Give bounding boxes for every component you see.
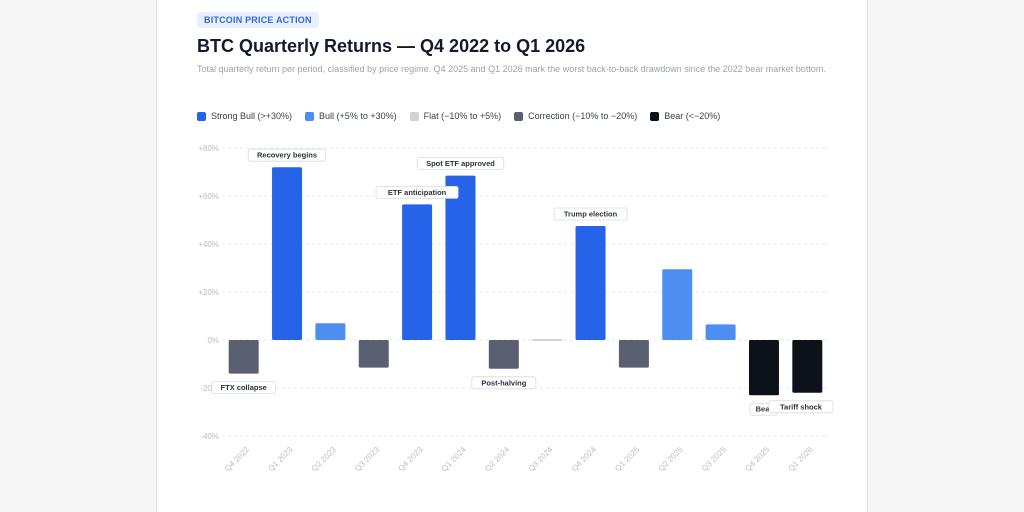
y-tick-label: +60% [198, 192, 219, 201]
x-tick-label: Q1 2024 [440, 445, 468, 473]
bar-q2-2025 [662, 269, 693, 340]
y-tick-label: +80% [198, 144, 219, 153]
annotation-box [471, 376, 537, 390]
annotation-label: Post-halving [481, 378, 526, 387]
annotation-label: Recovery begins [257, 151, 317, 160]
annotation-box [247, 148, 327, 162]
legend-swatch-flat [409, 111, 419, 121]
bar-q4-2023 [402, 204, 433, 340]
chart-legend: Strong Bull (>+30%) Bull (+5% to +30%) F… [197, 111, 720, 121]
legend-item-correction: Correction (−10% to −20%) [514, 111, 637, 121]
legend-swatch-bull [305, 111, 315, 121]
legend-swatch-strong-bull [197, 111, 206, 121]
bar-q4-2022 [228, 340, 259, 374]
annotation-label: ETF anticipation [388, 188, 447, 197]
bar-chart: +80% +60% +40% +20% 0% -20% -40% Q4 2022 Q1 2023… [198, 144, 834, 473]
x-tick-label: Q1 2025 [613, 445, 641, 473]
annotation-box [768, 400, 834, 414]
legend-item-bull: Bull (+5% to +30%) [305, 111, 397, 121]
y-tick-label: +20% [198, 288, 219, 297]
legend-swatch-correction [514, 111, 524, 121]
annotation-box [416, 157, 505, 171]
x-tick-label: Q2 2025 [657, 445, 685, 473]
x-tick-label: Q1 2026 [787, 445, 815, 473]
annotation-label: Tariff shock [780, 402, 823, 411]
legend-item-strong-bull: Strong Bull (>+30%) [197, 111, 292, 121]
legend-label: Bear (<−20%) [664, 111, 721, 121]
legend-label: Bull (+5% to +30%) [319, 111, 397, 121]
bar-q2-2024 [488, 340, 519, 369]
x-tick-label: Q3 2025 [700, 445, 728, 473]
bar-q4-2025 [748, 340, 779, 396]
x-tick-label: Q4 2025 [743, 445, 771, 473]
x-tick-label: Q3 2023 [353, 445, 381, 473]
y-tick-label: +40% [198, 240, 219, 249]
x-tick-label: Q4 2024 [570, 445, 598, 473]
legend-swatch-bear [650, 111, 660, 121]
x-tick-label: Q4 2022 [223, 445, 251, 473]
bar-q1-2023 [272, 167, 303, 340]
legend-label: Flat (−10% to +5%) [423, 111, 502, 121]
annotation-label: Trump election [564, 210, 618, 219]
bar-q1-2026 [792, 340, 823, 393]
legend-item-flat: Flat (−10% to +5%) [409, 111, 502, 121]
annotation-label: FTX collapse [221, 383, 267, 392]
y-tick-label: -40% [200, 432, 219, 441]
legend-item-bear: Bear (<−20%) [650, 111, 720, 121]
legend-label: Strong Bull (>+30%) [211, 111, 293, 121]
x-tick-label: Q2 2024 [483, 445, 511, 473]
chart-subtitle: Total quarterly return per period, class… [197, 64, 826, 74]
bar-q1-2024 [445, 175, 476, 340]
bar-q3-2023 [358, 340, 389, 368]
x-tick-label: Q4 2023 [396, 445, 424, 473]
annotation-label: Spot ETF approved [426, 159, 495, 168]
legend-label: Correction (−10% to −20%) [528, 111, 638, 121]
bar-q3-2025 [705, 324, 736, 340]
annotation-box [553, 207, 628, 221]
bar-q1-2025 [618, 340, 649, 368]
x-tick-label: Q3 2024 [527, 445, 555, 473]
y-tick-label: 0% [207, 336, 219, 345]
bar-q2-2023 [315, 323, 346, 340]
bar-q3-2024 [532, 339, 563, 341]
chart-title: BTC Quarterly Returns — Q4 2022 to Q1 20… [197, 36, 586, 56]
annotation-label: Bear [756, 405, 773, 414]
section-badge: BITCOIN PRICE ACTION [197, 12, 319, 28]
annotation-box [375, 185, 459, 199]
x-tick-label: Q1 2023 [266, 445, 294, 473]
report-card: BITCOIN PRICE ACTION BTC Quarterly Retur… [156, 0, 868, 512]
y-tick-label: -20% [200, 384, 219, 393]
annotation-box [211, 381, 277, 395]
x-tick-label: Q2 2023 [310, 445, 338, 473]
bar-q4-2024 [575, 226, 606, 340]
